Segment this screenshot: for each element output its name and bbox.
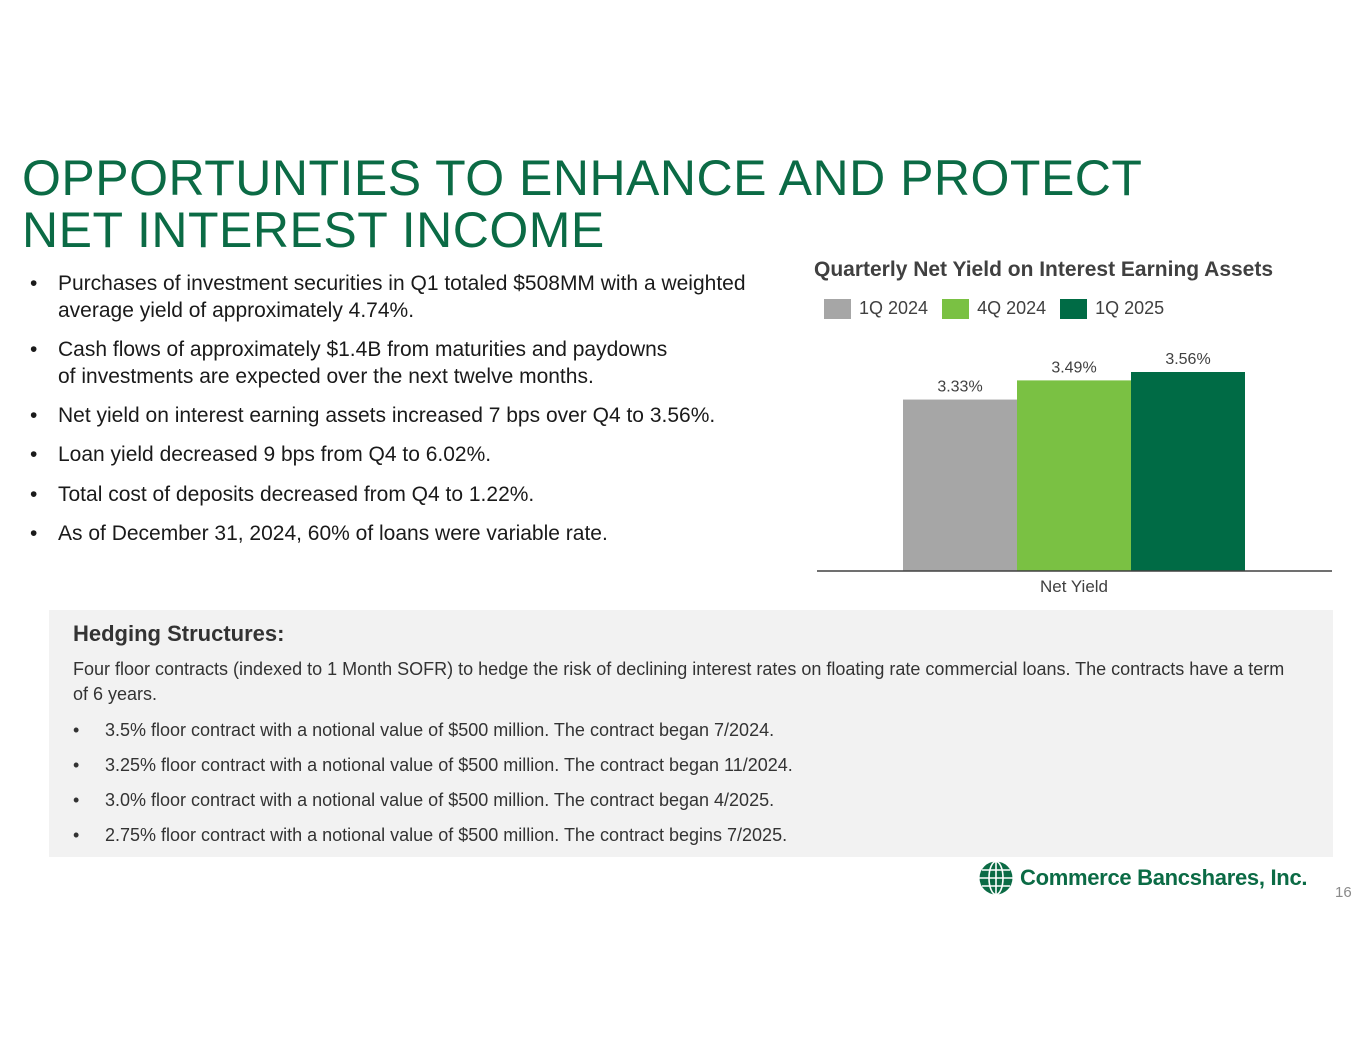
- legend-item-1q2024: 1Q 2024: [824, 298, 928, 319]
- chart-title: Quarterly Net Yield on Interest Earning …: [814, 258, 1274, 281]
- bullet-item: Cash flows of approximately $1.4B from m…: [30, 336, 673, 390]
- bullet-item: Loan yield decreased 9 bps from Q4 to 6.…: [30, 441, 790, 468]
- page-number: 16: [1335, 884, 1352, 901]
- legend-label: 1Q 2025: [1095, 298, 1165, 318]
- data-label: 3.33%: [937, 379, 982, 396]
- hedging-item: 3.25% floor contract with a notional val…: [73, 748, 793, 783]
- bar-1q-2024: [903, 399, 1017, 571]
- bullet-item: As of December 31, 2024, 60% of loans we…: [30, 520, 790, 547]
- hedging-item: 3.5% floor contract with a notional valu…: [73, 713, 793, 748]
- hedging-list: 3.5% floor contract with a notional valu…: [73, 713, 793, 853]
- chart-legend: 1Q 2024 4Q 2024 1Q 2025: [824, 298, 1164, 319]
- bar-4q-2024: [1017, 380, 1131, 571]
- page-title-line1: OPPORTUNTIES TO ENHANCE AND PROTECT: [22, 150, 1143, 206]
- bar-1q-2025: [1131, 372, 1245, 571]
- legend-label: 4Q 2024: [977, 298, 1047, 318]
- key-points-list: Purchases of investment securities in Q1…: [30, 270, 790, 547]
- logo-text: Commerce Bancshares, Inc.: [1020, 865, 1308, 890]
- legend-swatch: [1060, 298, 1088, 319]
- hedging-item: 3.0% floor contract with a notional valu…: [73, 783, 793, 818]
- globe-icon: [979, 860, 1013, 896]
- data-label: 3.49%: [1051, 359, 1096, 376]
- legend-label: 1Q 2024: [859, 298, 929, 318]
- legend-swatch: [942, 298, 970, 319]
- page-title-line2: NET INTEREST INCOME: [22, 202, 605, 258]
- bar-chart: 3.33% 3.49% 3.56% Net Yield: [817, 351, 1332, 596]
- hedging-item: 2.75% floor contract with a notional val…: [73, 818, 793, 853]
- hedging-heading: Hedging Structures:: [73, 621, 285, 646]
- hedging-panel: Hedging Structures: Four floor contracts…: [49, 610, 1333, 857]
- bullet-item: Net yield on interest earning assets inc…: [30, 402, 748, 429]
- page-title: OPPORTUNTIES TO ENHANCE AND PROTECT NET …: [22, 152, 1142, 256]
- legend-swatch: [824, 298, 851, 319]
- data-label: 3.56%: [1165, 351, 1210, 368]
- bullet-item: Purchases of investment securities in Q1…: [30, 270, 778, 324]
- bullet-item: Total cost of deposits decreased from Q4…: [30, 481, 790, 508]
- x-tick-label: Net Yield: [1040, 577, 1108, 596]
- company-logo: Commerce Bancshares, Inc.: [978, 860, 1308, 896]
- legend-item-1q2025: 1Q 2025: [1060, 298, 1164, 319]
- hedging-intro: Four floor contracts (indexed to 1 Month…: [73, 659, 1285, 704]
- legend-item-4q2024: 4Q 2024: [942, 298, 1046, 319]
